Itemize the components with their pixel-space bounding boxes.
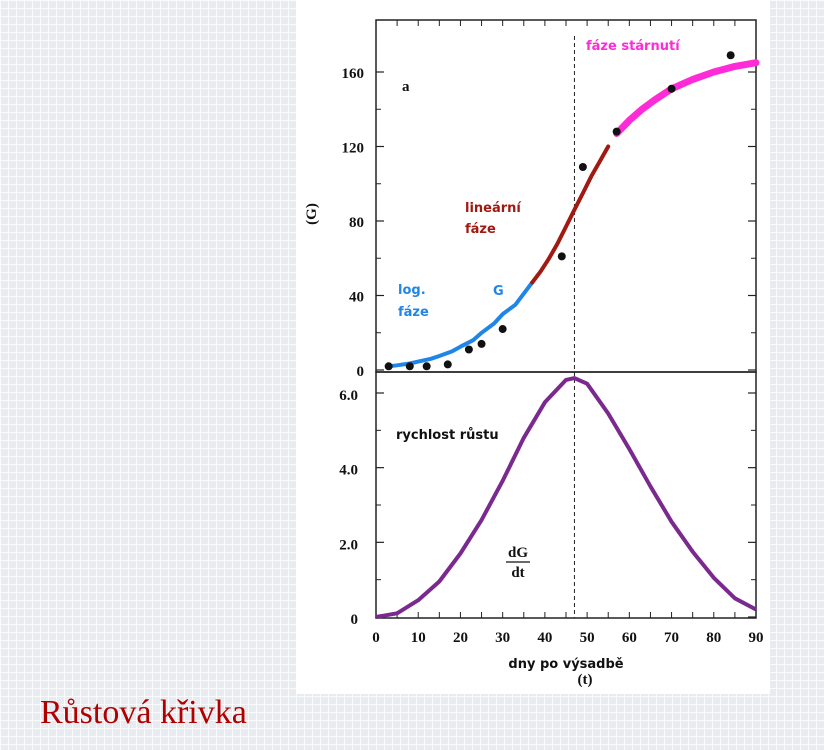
x-tick-label: 10 bbox=[411, 630, 426, 646]
rate-label-denominator: dt bbox=[511, 565, 524, 581]
growth-curve-segment bbox=[386, 280, 535, 369]
phase-label-log-line1: log. bbox=[398, 283, 426, 298]
x-tick-label: 90 bbox=[749, 630, 764, 646]
top-y-tick-label: 0 bbox=[357, 364, 365, 380]
bottom-y-tick-label: 4.0 bbox=[339, 463, 358, 479]
bottom-y-tick-label: 0 bbox=[351, 612, 359, 628]
data-point bbox=[498, 325, 507, 334]
bottom-y-tick-label: 2.0 bbox=[339, 537, 358, 553]
data-point bbox=[477, 339, 486, 348]
top-y-tick-label: 40 bbox=[349, 290, 364, 306]
x-tick-label: 70 bbox=[664, 630, 679, 646]
slide-title: Růstová křivka bbox=[40, 694, 247, 731]
x-tick-label: 30 bbox=[495, 630, 510, 646]
phase-label-linear-line1: lineární bbox=[465, 201, 522, 216]
x-axis-symbol: (t) bbox=[578, 672, 593, 688]
growth-curve-segment bbox=[530, 144, 611, 285]
top-plot-frame bbox=[375, 19, 757, 373]
data-point bbox=[667, 84, 676, 93]
rate-label-numerator: dG bbox=[508, 545, 528, 561]
data-point bbox=[726, 51, 735, 60]
top-y-tick-label: 160 bbox=[342, 66, 365, 82]
growth-curve-segment bbox=[613, 59, 760, 137]
bottom-y-tick-label: 6.0 bbox=[339, 388, 358, 404]
top-y-tick-label: 120 bbox=[342, 141, 365, 157]
data-point bbox=[612, 127, 621, 136]
data-point bbox=[405, 362, 414, 371]
data-point bbox=[464, 345, 473, 354]
phase-label-log-line2: fáze bbox=[398, 305, 429, 320]
data-point bbox=[443, 360, 452, 369]
curve-label-g: G bbox=[493, 284, 504, 299]
x-tick-label: 20 bbox=[453, 630, 468, 646]
rate-curve bbox=[375, 376, 757, 619]
rate-title: rychlost růstu bbox=[396, 428, 499, 443]
x-tick-label: 50 bbox=[580, 630, 595, 646]
x-axis-label: dny po výsadbě bbox=[508, 657, 623, 672]
data-point bbox=[578, 162, 587, 171]
top-y-axis-label: (G) bbox=[304, 203, 320, 225]
data-point bbox=[557, 252, 566, 261]
phase-label-linear-line2: fáze bbox=[465, 222, 496, 237]
x-tick-label: 0 bbox=[372, 630, 380, 646]
data-point bbox=[384, 362, 393, 371]
bottom-plot-frame bbox=[375, 371, 757, 619]
phase-label-aging: fáze stárnutí bbox=[586, 39, 681, 54]
x-tick-label: 40 bbox=[537, 630, 552, 646]
data-point bbox=[422, 362, 431, 371]
x-tick-label: 60 bbox=[622, 630, 637, 646]
growth-chart: 0 40 80 120 160 0 2.0 4.0 6.0 0 10 20 30 40 50 60 70 80 90… bbox=[304, 19, 764, 688]
top-y-tick-label: 80 bbox=[349, 215, 364, 231]
panel-label: a bbox=[402, 79, 410, 95]
x-tick-label: 80 bbox=[706, 630, 721, 646]
figure-panel: 0 40 80 120 160 0 2.0 4.0 6.0 0 10 20 30 40 50 60 70 80 90… bbox=[296, 0, 770, 694]
